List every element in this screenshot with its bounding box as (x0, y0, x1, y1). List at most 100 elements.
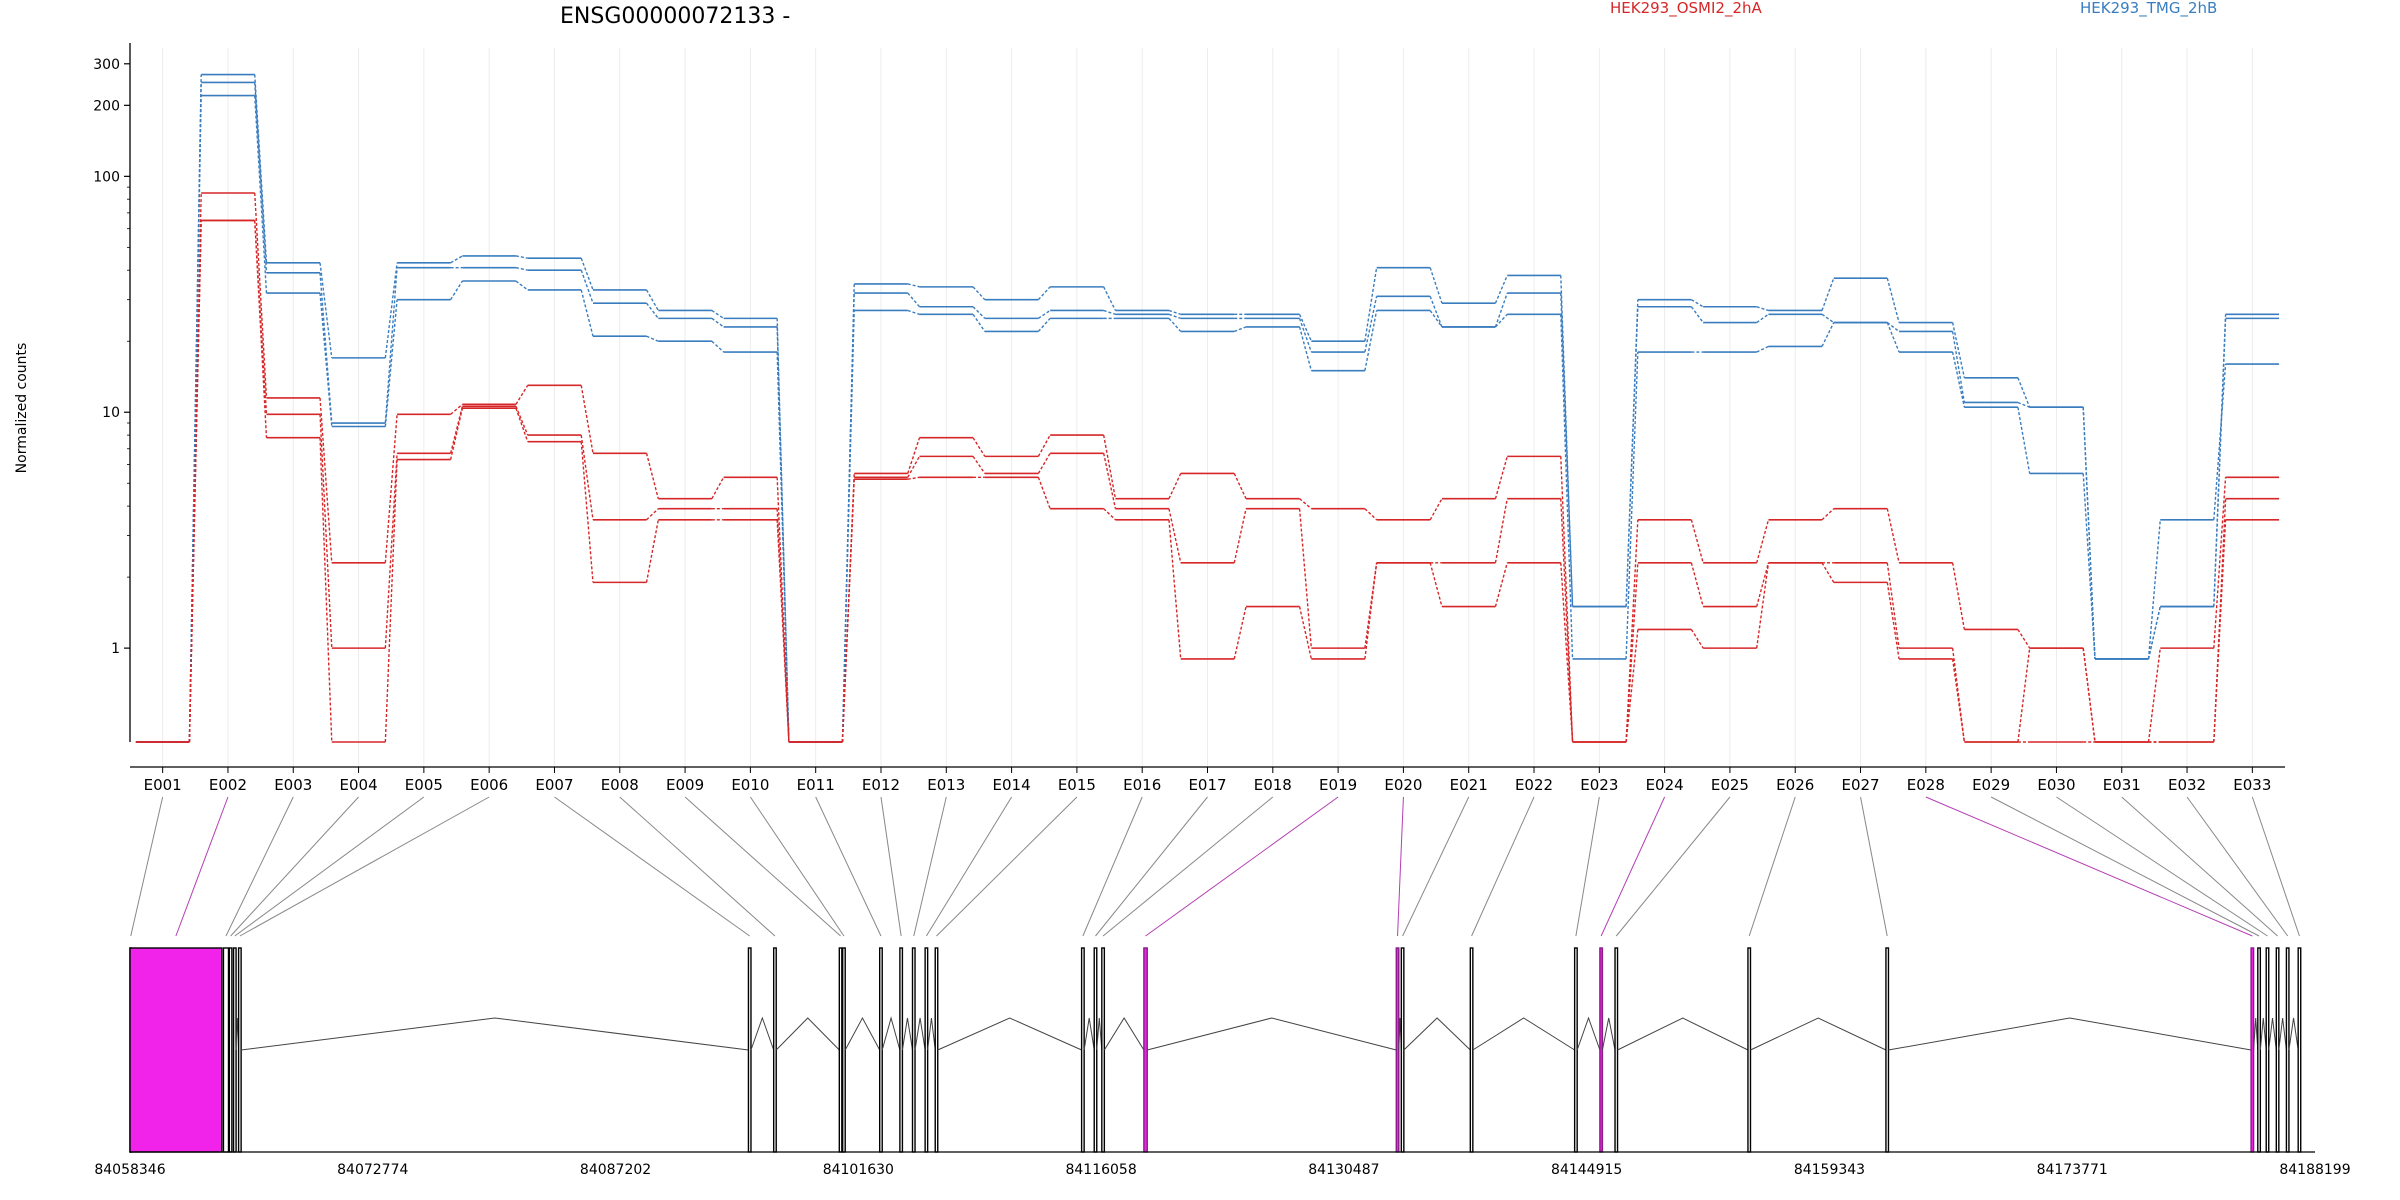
exon-transition (1364, 267, 1378, 342)
connector-E030 (2056, 796, 2268, 937)
connector-E012 (880, 796, 902, 937)
x-tick-label-E012: E012 (862, 776, 900, 794)
intron (901, 1017, 914, 1051)
x-tick-label-E013: E013 (927, 776, 965, 794)
exon-transition (1299, 498, 1312, 510)
exon-transition (907, 437, 921, 474)
x-tick-label-E011: E011 (797, 776, 835, 794)
connector-E010 (749, 796, 845, 937)
exon-transition (580, 434, 594, 520)
exon-transition (1690, 306, 1704, 323)
exon-transition (1821, 322, 1835, 347)
exon-transition (2147, 606, 2161, 660)
x-tick-label-E015: E015 (1058, 776, 1096, 794)
legend-label-osmi2: HEK293_OSMI2_2hA (1610, 0, 1763, 18)
exon-block-E005 (232, 947, 237, 1153)
exon-transition (1429, 498, 1443, 521)
x-tick-label-E006: E006 (470, 776, 508, 794)
exon-transition (1364, 508, 1378, 521)
exon-block-E031 (2275, 947, 2280, 1153)
exon-block-E016 (1080, 947, 1085, 1153)
exon-block-E032 (2285, 947, 2290, 1153)
exon-block-E004 (228, 947, 233, 1153)
exon-block-E002 (129, 947, 223, 1153)
connector-E031 (2121, 796, 2278, 937)
connector-E006 (239, 796, 490, 937)
exon-transition (1951, 351, 1966, 408)
x-tick-label-E019: E019 (1319, 776, 1357, 794)
exon-transition (384, 267, 398, 424)
genomic-tick-label: 84072774 (337, 1162, 408, 1178)
intron (2259, 1017, 2267, 1051)
exon-transition (1298, 326, 1313, 371)
exon-transition (2082, 648, 2096, 743)
exon-transition (2017, 401, 2030, 408)
exon-transition (1886, 321, 1900, 333)
exon-transition (450, 255, 463, 264)
exon-transition (1494, 292, 1508, 328)
connector-E013 (913, 796, 947, 937)
exon-transition (1625, 519, 1639, 743)
exon-transition (1037, 317, 1051, 332)
exon-transition (2082, 473, 2096, 659)
exon-transition (1364, 296, 1378, 353)
exon-transition (515, 384, 529, 405)
genomic-tick-label: 84144915 (1551, 1162, 1622, 1178)
exon-transition (1951, 562, 1966, 630)
exon-block-E015 (934, 947, 939, 1153)
connector-E029 (1990, 796, 2260, 937)
connector-E032 (2186, 796, 2289, 937)
exon-block-E028 (2250, 947, 2255, 1153)
exon-transition (1560, 456, 1574, 743)
connector-E028 (1925, 796, 2253, 937)
exon-transition (254, 95, 268, 294)
exon-transition (450, 280, 463, 301)
x-tick-label-E023: E023 (1580, 776, 1618, 794)
exon-transition (645, 453, 659, 499)
connector-E017 (1095, 796, 1208, 937)
legend-label-tmg: HEK293_TMG_2hB (2080, 0, 2217, 18)
genomic-tick-label: 84173771 (2037, 1162, 2108, 1178)
exon-transition (1691, 299, 1704, 308)
x-tick-label-E005: E005 (405, 776, 443, 794)
exon-transition (1233, 473, 1247, 499)
genomic-tick-label: 84087202 (580, 1162, 651, 1178)
intron (1083, 1017, 1095, 1051)
y-tick-label: 100 (93, 169, 120, 185)
connector-E025 (1615, 796, 1731, 937)
exon-transition (1298, 314, 1312, 342)
series-lines (135, 73, 2280, 743)
exon-block-E019 (1143, 947, 1148, 1153)
exon-transition (384, 453, 398, 649)
exon-transition (1756, 306, 1769, 312)
exon-transition (1821, 562, 1835, 583)
genomic-tick-label: 84116058 (1065, 1162, 1136, 1178)
connector-E011 (815, 796, 882, 937)
exon-block-E013 (911, 947, 916, 1153)
x-tick-label-E004: E004 (340, 776, 378, 794)
exon-block-E026 (1747, 947, 1752, 1153)
exon-transition (1298, 318, 1312, 353)
exon-transition (319, 437, 333, 743)
exon-transition (645, 302, 659, 319)
exon-transition (1037, 452, 1051, 474)
exon-transition (2017, 629, 2031, 649)
exon-transition (384, 262, 398, 358)
intron (1576, 1016, 1601, 1051)
exon-transition (580, 385, 594, 454)
x-tick-label-E016: E016 (1123, 776, 1161, 794)
exon-transition (841, 310, 855, 743)
exon-block-E021 (1400, 947, 1405, 1153)
chart-title: ENSG00000072133 - (560, 4, 790, 29)
exon-transition (1886, 508, 1900, 563)
exon-block-E009 (838, 947, 843, 1153)
x-tick-label-E003: E003 (274, 776, 312, 794)
exon-transition (515, 407, 529, 442)
exon-transition (1951, 322, 1966, 378)
exon-block-E003 (222, 947, 230, 1153)
intron (937, 1017, 1082, 1051)
intron (844, 1016, 881, 1051)
exon-transition (1233, 606, 1247, 660)
intron (881, 1016, 901, 1051)
